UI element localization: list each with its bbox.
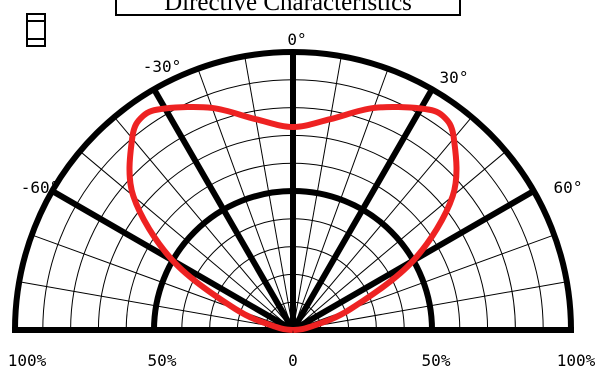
angle-tick-neg60: -60° (21, 178, 60, 197)
radial-tick-left-50: 50% (148, 351, 177, 370)
angle-tick-pos30: 30° (440, 68, 469, 87)
angle-tick-0: 0° (287, 30, 306, 49)
radial-tick-right-100: 100% (557, 351, 596, 370)
grid-spoke-major--30 (151, 87, 296, 332)
polar-grid (12, 49, 574, 333)
chart-title: Directive Characteristics (115, 0, 461, 16)
radial-tick-left-100: 100% (8, 351, 47, 370)
radial-tick-center: 0 (288, 351, 298, 370)
angle-tick-neg30: -30° (143, 57, 182, 76)
grid-spoke-major-30 (290, 87, 435, 332)
led-package-icon (26, 13, 46, 47)
radial-tick-right-50: 50% (422, 351, 451, 370)
radiation-pattern (126, 103, 460, 333)
tick-labels: 0° 30° -30° 60° -60° 100% 50% 0 50% 100% (8, 30, 596, 370)
angle-tick-pos60: 60° (554, 178, 583, 197)
